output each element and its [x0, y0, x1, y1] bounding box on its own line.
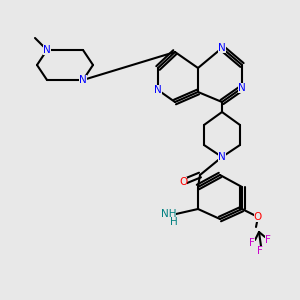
Text: N: N [43, 45, 51, 55]
Text: F: F [249, 238, 255, 248]
Text: O: O [179, 177, 187, 187]
Text: N: N [218, 152, 226, 162]
Text: N: N [79, 75, 87, 85]
Text: N: N [154, 85, 162, 95]
Text: O: O [254, 212, 262, 222]
Text: F: F [265, 235, 271, 245]
Text: F: F [257, 246, 263, 256]
Text: H: H [170, 217, 178, 227]
Text: N: N [238, 83, 246, 93]
Text: NH: NH [160, 209, 176, 219]
Text: N: N [218, 43, 226, 53]
